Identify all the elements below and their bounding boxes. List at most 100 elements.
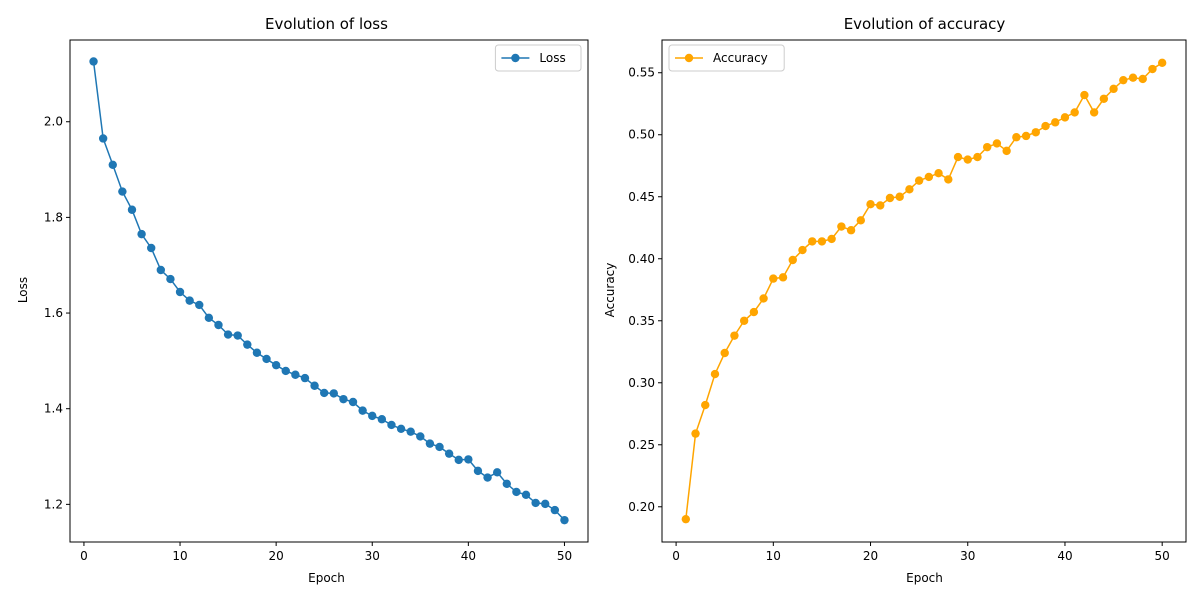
accuracy-y-tick-label: 0.45: [628, 190, 655, 204]
loss-data-point: [281, 366, 290, 376]
accuracy-data-point: [846, 226, 856, 235]
loss-data-point: [454, 455, 463, 465]
loss-data-point: [262, 354, 271, 364]
accuracy-x-tick-label: 30: [960, 549, 975, 563]
accuracy-y-tick-label: 0.50: [628, 128, 655, 142]
accuracy-data-point: [1119, 75, 1128, 85]
accuracy-data-point: [1041, 121, 1050, 131]
accuracy-data-point: [1012, 133, 1021, 142]
loss-data-point: [252, 348, 262, 357]
loss-data-point: [531, 498, 540, 508]
accuracy-data-point: [856, 216, 866, 225]
loss-data-point: [550, 505, 560, 515]
loss-data-point: [368, 411, 377, 421]
accuracy-data-point: [1051, 118, 1060, 127]
accuracy-data-point: [1157, 58, 1167, 68]
accuracy-data-point: [837, 222, 846, 231]
loss-data-point: [329, 389, 339, 398]
accuracy-data-point: [895, 192, 904, 201]
accuracy-y-tick-label: 0.55: [628, 66, 655, 80]
accuracy-data-point: [944, 175, 953, 184]
loss-chart-title: Evolution of loss: [265, 15, 388, 33]
accuracy-x-tick-label: 20: [863, 549, 878, 563]
accuracy-data-point: [1070, 108, 1079, 117]
accuracy-y-axis-label: Accuracy: [603, 263, 617, 318]
loss-data-point: [223, 330, 233, 339]
accuracy-data-point: [720, 348, 729, 358]
accuracy-data-point: [739, 316, 749, 325]
loss-data-point: [502, 479, 511, 488]
accuracy-x-tick-label: 50: [1155, 549, 1170, 563]
accuracy-data-point: [1109, 84, 1118, 94]
loss-data-point: [358, 406, 367, 415]
accuracy-data-point: [710, 369, 720, 379]
loss-data-point: [387, 420, 396, 430]
accuracy-chart-title: Evolution of accuracy: [844, 15, 1006, 33]
loss-data-point: [195, 300, 204, 310]
loss-legend-box: [494, 44, 582, 72]
loss-data-point: [137, 229, 146, 239]
accuracy-legend-marker: [684, 53, 694, 63]
accuracy-data-point: [1128, 73, 1138, 82]
loss-data-point: [541, 499, 550, 509]
loss-y-axis-label: Loss: [16, 277, 30, 303]
accuracy-data-point: [1080, 90, 1089, 100]
loss-data-point: [396, 424, 406, 433]
accuracy-data-point: [701, 400, 710, 410]
accuracy-legend-label: Accuracy: [713, 51, 768, 65]
accuracy-data-point: [876, 201, 885, 210]
accuracy-data-point: [885, 193, 895, 203]
loss-data-point: [483, 473, 492, 482]
loss-data-point: [339, 394, 348, 404]
accuracy-data-point: [1021, 131, 1031, 141]
loss-data-point: [127, 205, 137, 214]
loss-data-point: [175, 287, 185, 297]
accuracy-data-point: [769, 274, 778, 283]
accuracy-data-point: [1060, 113, 1070, 122]
accuracy-data-point: [1138, 74, 1147, 84]
loss-data-point: [406, 427, 415, 436]
loss-data-point: [464, 455, 473, 464]
accuracy-data-point: [905, 185, 914, 194]
loss-data-point: [243, 340, 252, 349]
loss-data-point: [204, 313, 214, 323]
accuracy-data-point: [992, 139, 1002, 148]
loss-data-point: [147, 243, 156, 253]
accuracy-data-point: [914, 176, 924, 185]
loss-data-point: [377, 415, 387, 424]
accuracy-data-point: [788, 255, 797, 265]
accuracy-data-point: [808, 237, 817, 246]
loss-chart: Evolution of loss Epoch Loss 0 10 20 30 40 50…: [16, 15, 589, 585]
accuracy-x-axis-label: Epoch: [906, 571, 943, 585]
accuracy-data-point: [1148, 64, 1157, 74]
loss-legend: Loss: [494, 44, 582, 72]
loss-legend-marker: [511, 53, 520, 63]
loss-data-point: [425, 439, 435, 448]
loss-data-point: [300, 373, 310, 383]
loss-y-tick-label: 2.0: [44, 115, 63, 129]
loss-data-point: [319, 388, 329, 398]
loss-x-tick-label: 10: [172, 549, 187, 563]
accuracy-data-point: [749, 307, 759, 317]
accuracy-data-point: [759, 294, 768, 303]
loss-x-axis-label: Epoch: [308, 571, 345, 585]
loss-data-point: [89, 57, 98, 66]
loss-y-tick-label: 1.2: [44, 497, 63, 511]
accuracy-data-point: [827, 234, 836, 244]
loss-data-point: [214, 320, 223, 330]
accuracy-data-point: [681, 514, 691, 524]
accuracy-data-point: [963, 155, 972, 164]
loss-data-point: [473, 466, 483, 476]
accuracy-data-point: [866, 199, 875, 209]
loss-data-point: [98, 134, 108, 143]
accuracy-data-point: [953, 152, 963, 162]
accuracy-x-tick-label: 10: [766, 549, 781, 563]
loss-data-point: [521, 490, 531, 499]
loss-data-point: [185, 296, 194, 305]
accuracy-legend-box: [668, 44, 785, 72]
loss-data-point: [492, 468, 502, 477]
accuracy-data-point: [924, 172, 934, 182]
accuracy-data-point: [798, 245, 807, 255]
loss-data-point: [512, 487, 521, 497]
